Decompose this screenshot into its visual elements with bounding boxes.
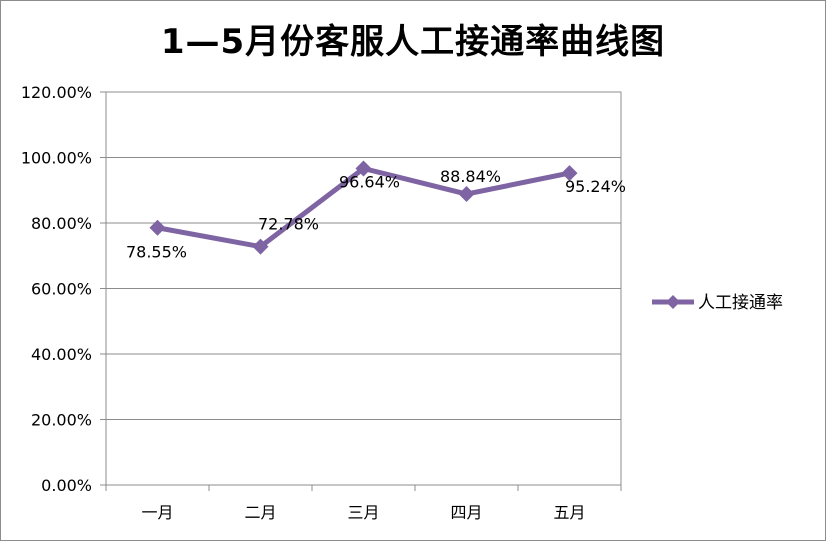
x-tick-label: 四月 xyxy=(450,503,482,522)
y-tick-label: 20.00% xyxy=(31,411,92,430)
chart-title: 1—5月份客服人工接通率曲线图 xyxy=(160,22,666,62)
data-label: 95.24% xyxy=(565,177,626,196)
y-tick-label: 80.00% xyxy=(31,214,92,233)
x-tick-label: 一月 xyxy=(141,503,173,522)
y-tick-label: 100.00% xyxy=(21,149,92,168)
data-point-marker xyxy=(355,160,372,177)
legend-marker xyxy=(666,295,680,309)
series-line-group xyxy=(149,160,578,255)
y-axis-ticks: 0.00% 20.00% 40.00% 60.00% 80.00% 100.00% 120.… xyxy=(21,83,92,495)
legend-label: 人工接通率 xyxy=(698,293,783,313)
legend: 人工接通率 xyxy=(652,293,783,313)
data-label: 78.55% xyxy=(126,243,187,262)
y-tick-label: 0.00% xyxy=(41,476,92,495)
gridlines xyxy=(100,91,622,491)
data-labels: 78.55% 72.78% 96.64% 88.84% 95.24% xyxy=(126,167,626,262)
data-point-marker xyxy=(561,165,578,182)
y-tick-label: 120.00% xyxy=(21,83,92,102)
data-point-marker xyxy=(458,186,475,203)
x-axis-ticks: 一月 二月 三月 四月 五月 xyxy=(141,503,585,522)
data-label: 96.64% xyxy=(339,173,400,192)
y-tick-label: 40.00% xyxy=(31,345,92,364)
y-tick-label: 60.00% xyxy=(31,280,92,299)
data-label: 72.78% xyxy=(258,215,319,234)
data-label: 88.84% xyxy=(440,167,501,186)
data-point-marker xyxy=(252,238,269,255)
data-point-marker xyxy=(149,219,166,236)
x-tick-label: 五月 xyxy=(553,503,585,522)
x-tick-label: 二月 xyxy=(244,503,276,522)
x-tick-label: 三月 xyxy=(347,503,379,522)
